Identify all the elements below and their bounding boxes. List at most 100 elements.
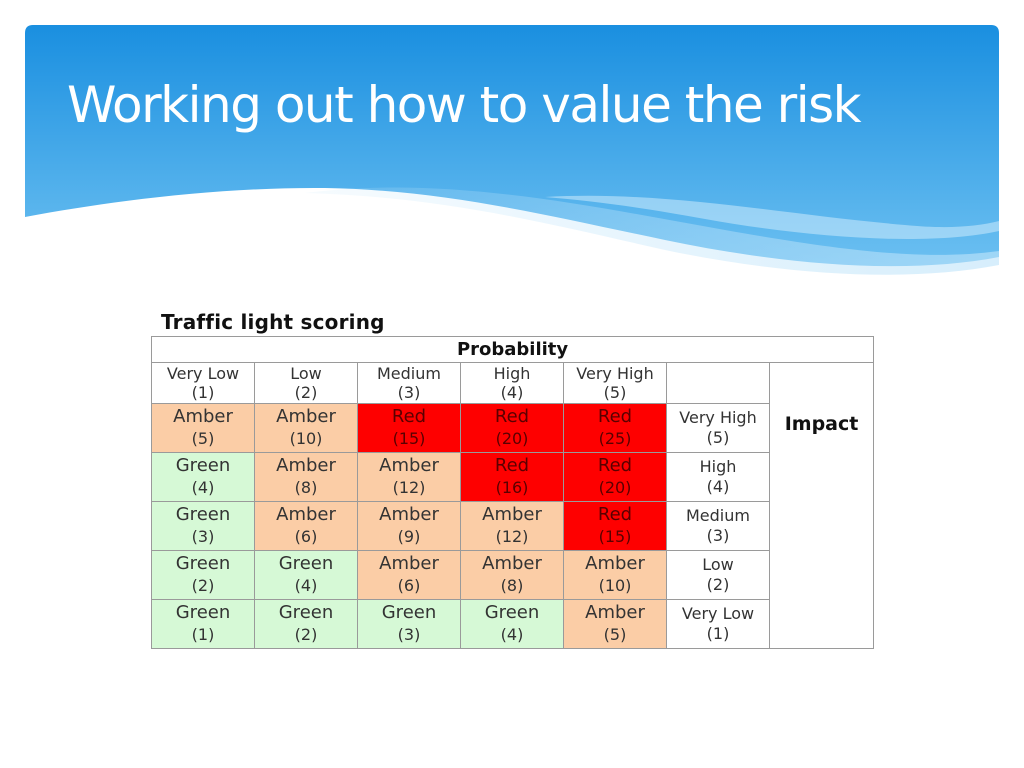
risk-level: Amber [276,504,336,525]
column-score: (1) [191,383,215,402]
impact-name: Very High [679,408,757,427]
risk-cell-amber: Amber (12) [357,452,461,502]
risk-score: (6) [397,576,421,595]
risk-score: (20) [598,478,632,497]
risk-cell-green: Green (1) [151,599,255,649]
risk-cell-amber: Amber (10) [254,403,358,453]
risk-cell-amber: Amber (12) [460,501,564,551]
risk-level: Green [175,602,231,623]
risk-level: Amber [276,455,336,476]
matrix-row: Green (1) Green (2) Green (3) Green (4) Amber (5)… [151,599,874,649]
risk-score: (10) [289,429,323,448]
risk-level: Amber [379,504,439,525]
impact-row-header: Medium (3) [666,501,770,551]
risk-score: (5) [603,625,627,644]
risk-level: Amber [173,406,233,427]
matrix-row: Green (4) Amber (8) Amber (12) Red (16) Red (20) H… [151,452,874,502]
risk-cell-red: Red (20) [460,403,564,453]
risk-score: (15) [392,429,426,448]
risk-cell-amber: Amber (6) [357,550,461,600]
risk-cell-red: Red (25) [563,403,667,453]
impact-row-header: Low (2) [666,550,770,600]
risk-level: Amber [585,602,645,623]
probability-column-header: Very High (5) [563,362,667,404]
impact-row-header: Very Low (1) [666,599,770,649]
probability-header: Probability [150,336,875,363]
impact-header: Impact [768,362,875,649]
impact-name: High [699,457,737,476]
risk-cell-red: Red (15) [357,403,461,453]
title-banner [25,25,999,285]
risk-cell-red: Red (20) [563,452,667,502]
impact-name: Medium [686,506,750,525]
impact-row-header: Very High (5) [666,403,770,453]
risk-cell-amber: Amber (9) [357,501,461,551]
risk-score: (12) [495,527,529,546]
risk-level: Green [484,602,540,623]
risk-score: (4) [500,625,524,644]
risk-level: Red [391,406,427,427]
risk-cell-red: Red (16) [460,452,564,502]
risk-cell-amber: Amber (8) [460,550,564,600]
risk-level: Green [175,553,231,574]
risk-level: Green [175,455,231,476]
probability-column-header: High (4) [460,362,564,404]
risk-cell-amber: Amber (6) [254,501,358,551]
risk-cell-green: Green (3) [357,599,461,649]
impact-name: Low [702,555,734,574]
probability-column-header: Low (2) [254,362,358,404]
risk-level: Amber [276,406,336,427]
column-score: (5) [603,383,627,402]
risk-cell-green: Green (4) [460,599,564,649]
risk-cell-green: Green (4) [151,452,255,502]
risk-cell-green: Green (4) [254,550,358,600]
risk-score: (10) [598,576,632,595]
risk-level: Amber [585,553,645,574]
risk-score: (5) [191,429,215,448]
column-name: Very Low [166,364,240,383]
column-score: (2) [294,383,318,402]
column-name: Very High [576,364,654,383]
risk-score: (9) [397,527,421,546]
slide-title: Working out how to value the risk [67,76,862,134]
column-name: Low [290,364,322,383]
risk-score: (3) [397,625,421,644]
column-score: (3) [397,383,421,402]
column-name: High [493,364,531,383]
risk-score: (6) [294,527,318,546]
risk-level: Green [175,504,231,525]
figure-title: Traffic light scoring [161,310,385,334]
risk-level: Green [381,602,437,623]
traffic-light-figure: Traffic light scoring Probability Very L… [150,310,875,649]
matrix-row: Green (3) Amber (6) Amber (9) Amber (12) Red (15)… [151,501,874,551]
risk-level: Amber [379,455,439,476]
risk-cell-green: Green (3) [151,501,255,551]
risk-score: (25) [598,429,632,448]
risk-score: (2) [191,576,215,595]
impact-score: (3) [706,526,730,545]
risk-score: (15) [598,527,632,546]
impact-row-header: High (4) [666,452,770,502]
risk-score: (8) [500,576,524,595]
risk-cell-red: Red (15) [563,501,667,551]
impact-score: (5) [706,428,730,447]
probability-column-header: Medium (3) [357,362,461,404]
matrix-row: Green (2) Green (4) Amber (6) Amber (8) Amber (10… [151,550,874,600]
risk-level: Red [494,406,530,427]
risk-level: Red [597,504,633,525]
probability-column-header: Very Low (1) [151,362,255,404]
impact-name: Very Low [681,604,755,623]
risk-matrix: Probability Very Low (1) Low (2) Medium (3) Hi… [150,336,875,649]
risk-level: Red [597,406,633,427]
risk-score: (2) [294,625,318,644]
risk-score: (3) [191,527,215,546]
risk-score: (8) [294,478,318,497]
risk-level: Green [278,602,334,623]
risk-score: (4) [294,576,318,595]
risk-cell-amber: Amber (10) [563,550,667,600]
risk-level: Amber [379,553,439,574]
column-name: Medium [377,364,441,383]
risk-level: Red [494,455,530,476]
risk-cell-green: Green (2) [254,599,358,649]
impact-score: (2) [706,575,730,594]
